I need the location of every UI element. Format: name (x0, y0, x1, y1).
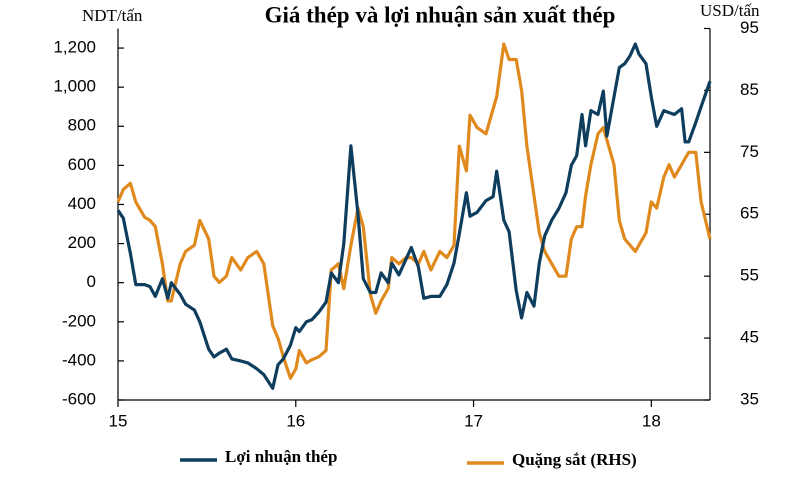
y-tick-label: 400 (68, 194, 96, 213)
y2-tick-label: 45 (740, 328, 759, 347)
y-tick-label: 600 (68, 155, 96, 174)
x-tick-label: 16 (286, 411, 305, 430)
y-tick-label: 1,200 (53, 38, 96, 57)
x-tick-label: 18 (642, 411, 661, 430)
y2-tick-label: 55 (740, 266, 759, 285)
y2-tick-label: 65 (740, 204, 759, 223)
y-tick-label: 1,000 (53, 77, 96, 96)
y-tick-label: -600 (62, 389, 96, 408)
y2-axis-label: USD/tấn (700, 1, 760, 20)
y-tick-label: 0 (87, 272, 96, 291)
legend-label: Lợi nhuận thép (225, 447, 337, 466)
series-line (116, 42, 712, 390)
y-tick-label: -200 (62, 311, 96, 330)
y-axis-label: NDT/tấn (82, 6, 143, 25)
y-tick-label: -400 (62, 350, 96, 369)
y2-tick-label: 95 (740, 18, 759, 37)
y2-tick-label: 85 (740, 80, 759, 99)
y-tick-label: 200 (68, 233, 96, 252)
y-tick-label: 800 (68, 116, 96, 135)
y2-tick-label: 35 (740, 389, 759, 408)
x-tick-label: 15 (109, 411, 128, 430)
chart-title: Giá thép và lợi nhuận sản xuất thép (265, 2, 616, 27)
series-line (116, 42, 712, 380)
legend-label: Quặng sắt (RHS) (512, 450, 637, 469)
x-tick-label: 17 (464, 411, 483, 430)
y2-tick-label: 75 (740, 142, 759, 161)
